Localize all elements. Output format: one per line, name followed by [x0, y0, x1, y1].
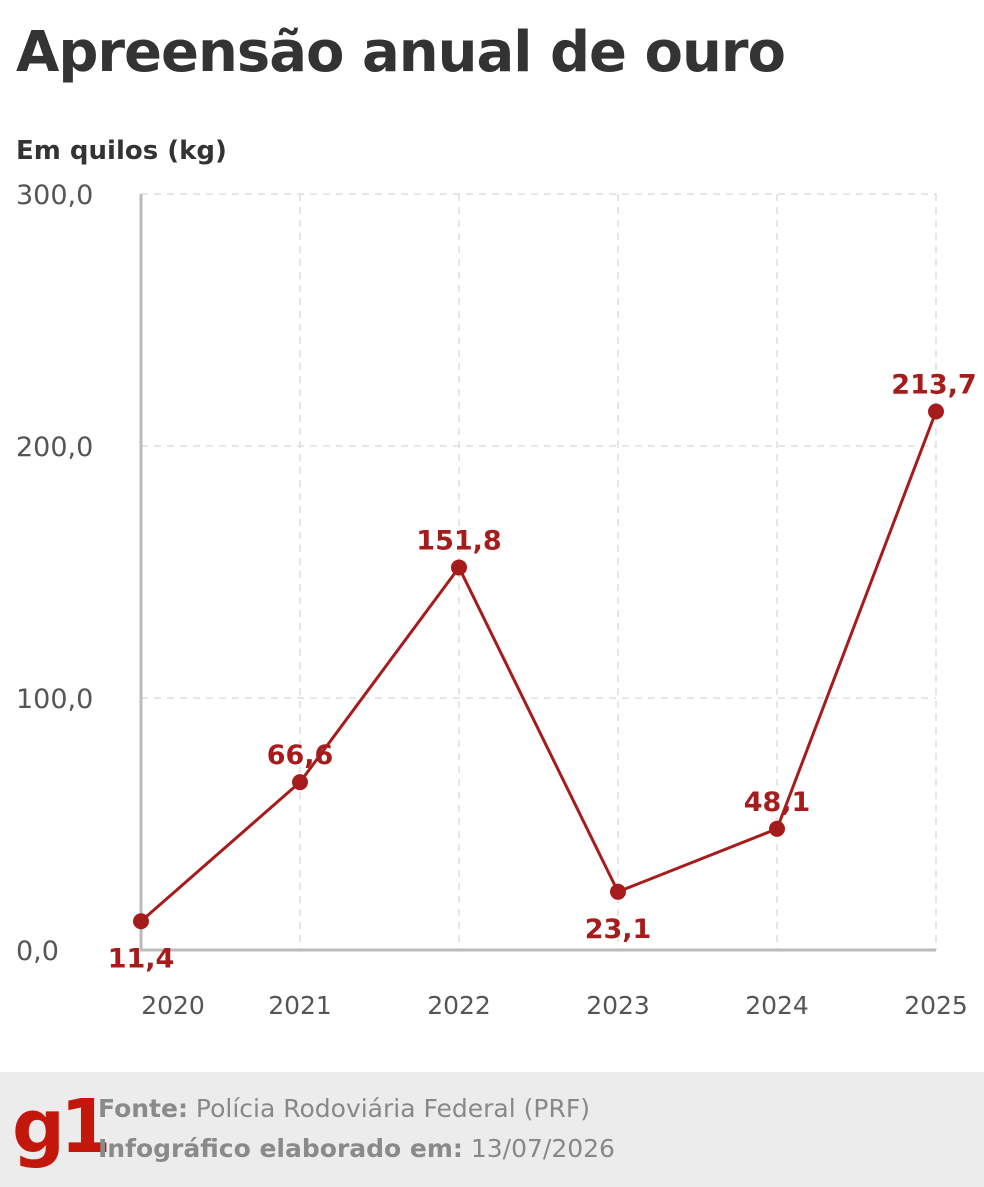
- data-label-2024: 48,1: [744, 787, 811, 818]
- data-point-2021: [292, 774, 308, 791]
- x-tick-label-2024: 2024: [745, 991, 809, 1020]
- data-label-2025: 213,7: [891, 369, 976, 400]
- data-label-2020: 11,4: [108, 943, 175, 974]
- data-point-2023: [610, 883, 626, 900]
- x-tick-label-2021: 2021: [268, 991, 332, 1020]
- x-tick-label-2023: 2023: [586, 991, 650, 1020]
- date-label: Infográfico elaborado em:: [98, 1134, 463, 1163]
- date-value: 13/07/2026: [470, 1134, 615, 1163]
- y-axis-label: Em quilos (kg): [16, 136, 227, 166]
- data-label-2022: 151,8: [416, 525, 501, 556]
- data-label-2023: 23,1: [585, 914, 652, 945]
- data-point-2025: [928, 403, 944, 420]
- y-tick-label: 300,0: [16, 180, 93, 211]
- data-point-2020: [133, 913, 149, 930]
- series-line: [140, 410, 938, 923]
- source-line: Fonte: Polícia Rodoviária Federal (PRF): [98, 1094, 590, 1123]
- y-tick-label: 0,0: [16, 936, 59, 967]
- x-tick-label-2025: 2025: [904, 991, 968, 1020]
- x-tick-label-2020: 2020: [141, 991, 205, 1020]
- data-point-2024: [769, 820, 785, 837]
- y-tick-label: 100,0: [16, 684, 93, 715]
- data-label-2021: 66,6: [267, 740, 334, 771]
- source-label: Fonte:: [98, 1094, 188, 1123]
- g1-logo: g1: [12, 1084, 111, 1170]
- source-value: Polícia Rodoviária Federal (PRF): [195, 1094, 590, 1123]
- data-point-2022: [451, 559, 467, 576]
- footer: g1 Fonte: Polícia Rodoviária Federal (PR…: [0, 1072, 984, 1187]
- chart-title: Apreensão anual de ouro: [16, 20, 786, 85]
- date-line: Infográfico elaborado em: 13/07/2026: [98, 1134, 615, 1163]
- line-chart: 0,0 100,0 200,0 300,0 2020 2021 2022 2023 2024 20…: [16, 180, 977, 1020]
- y-tick-label: 200,0: [16, 432, 93, 463]
- x-tick-label-2022: 2022: [427, 991, 491, 1020]
